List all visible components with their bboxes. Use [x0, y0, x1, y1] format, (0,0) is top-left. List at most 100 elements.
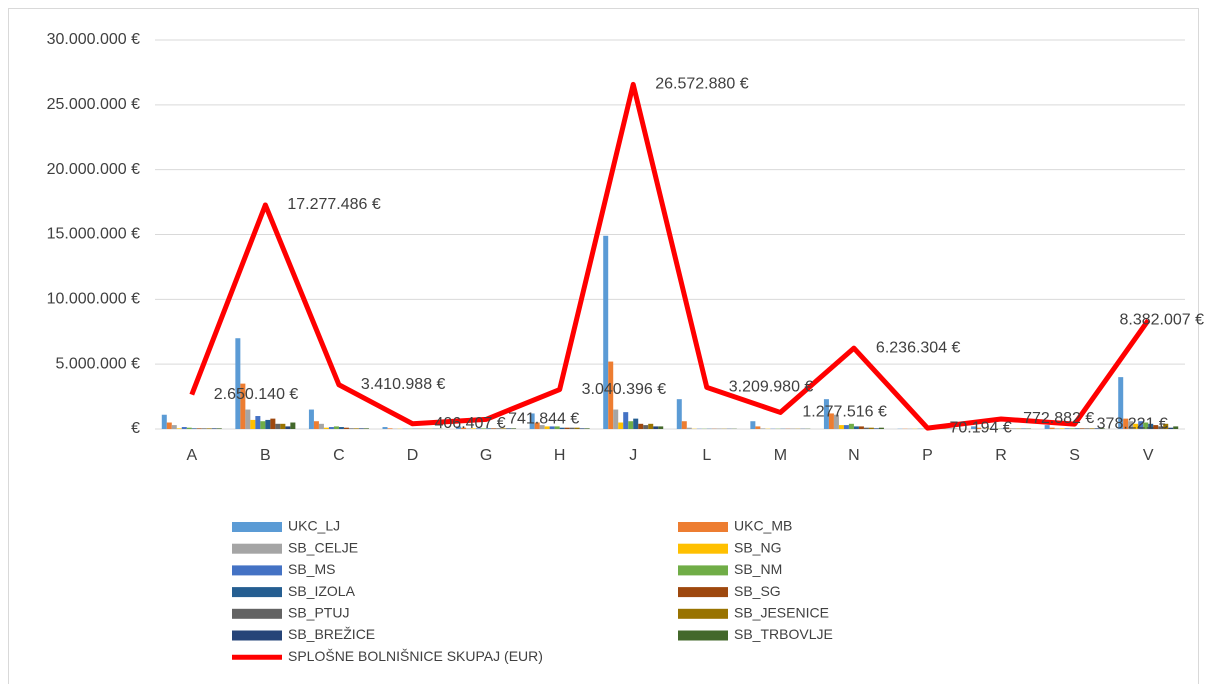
- bar: [314, 421, 319, 429]
- legend-label: SB_SG: [734, 583, 781, 599]
- bar: [364, 428, 369, 429]
- legend-swatch: [232, 544, 282, 554]
- bar: [265, 420, 270, 429]
- bar: [643, 425, 648, 429]
- data-label: 1.277.516 €: [802, 404, 887, 421]
- legend-label: SB_IZOLA: [288, 583, 356, 599]
- data-label: 70.194 €: [950, 419, 1012, 436]
- bar: [687, 428, 692, 429]
- data-label: 3.410.988 €: [361, 376, 446, 393]
- x-tick-label: M: [774, 447, 787, 464]
- bar: [750, 421, 755, 429]
- bar: [290, 423, 295, 429]
- y-tick-label: 10.000.000 €: [47, 291, 141, 308]
- bar: [207, 428, 212, 429]
- bar: [565, 428, 570, 429]
- bar: [1173, 426, 1178, 429]
- legend-label: SB_TRBOVLJE: [734, 626, 833, 642]
- data-label: 6.236.304 €: [876, 339, 961, 356]
- x-tick-label: A: [186, 447, 197, 464]
- bar: [280, 424, 285, 429]
- bar: [182, 427, 187, 429]
- bar: [511, 428, 516, 429]
- bar: [192, 428, 197, 429]
- bar: [270, 419, 275, 429]
- x-tick-label: B: [260, 447, 271, 464]
- x-tick-label: C: [333, 447, 345, 464]
- legend-swatch: [678, 544, 728, 554]
- bar: [506, 428, 511, 429]
- data-label: 772.882 €: [1023, 410, 1094, 427]
- bar: [177, 428, 182, 429]
- legend-swatch: [678, 522, 728, 532]
- data-label: 3.040.396 €: [582, 381, 667, 398]
- legend-label: SB_NG: [734, 539, 781, 555]
- data-label: 26.572.880 €: [655, 76, 749, 93]
- bar: [560, 428, 565, 429]
- bar: [359, 428, 364, 429]
- bar: [623, 412, 628, 429]
- bar: [1055, 428, 1060, 429]
- bar: [235, 338, 240, 429]
- bar: [869, 428, 874, 429]
- bar: [755, 426, 760, 429]
- bar: [1070, 428, 1075, 429]
- bar: [319, 424, 324, 429]
- bar: [285, 426, 290, 429]
- bar: [187, 428, 192, 429]
- x-tick-label: R: [995, 447, 1007, 464]
- bar: [854, 426, 859, 429]
- bar: [633, 419, 638, 429]
- data-label: 8.382.007 €: [1119, 312, 1204, 329]
- bar: [255, 416, 260, 429]
- bar: [570, 428, 575, 429]
- bar: [585, 428, 590, 429]
- bar: [580, 428, 585, 429]
- x-tick-label: D: [407, 447, 419, 464]
- y-tick-label: 5.000.000 €: [55, 355, 140, 372]
- x-tick-label: H: [554, 447, 566, 464]
- bar: [618, 423, 623, 429]
- bar: [217, 428, 222, 429]
- legend-label: SB_PTUJ: [288, 605, 349, 621]
- legend-swatch: [678, 631, 728, 641]
- bar: [682, 421, 687, 429]
- bar: [859, 426, 864, 429]
- legend-label: SB_NM: [734, 561, 782, 577]
- y-tick-label: 25.000.000 €: [47, 96, 141, 113]
- x-tick-label: L: [702, 447, 711, 464]
- data-label: 406.407 €: [435, 415, 506, 432]
- bar: [613, 410, 618, 429]
- bar: [653, 426, 658, 429]
- bar: [638, 424, 643, 429]
- legend-label: SB_BREŽICE: [288, 626, 375, 642]
- bar: [172, 425, 177, 429]
- bar: [260, 421, 265, 429]
- bar: [162, 415, 167, 429]
- x-tick-label: S: [1069, 447, 1080, 464]
- x-tick-label: J: [629, 447, 637, 464]
- data-label: 741.844 €: [508, 411, 579, 428]
- legend-label: SB_JESENICE: [734, 605, 829, 621]
- x-tick-label: V: [1143, 447, 1154, 464]
- bar: [202, 428, 207, 429]
- bar: [309, 410, 314, 429]
- legend-label: SB_CELJE: [288, 539, 358, 555]
- bar: [383, 427, 388, 429]
- bar: [329, 427, 334, 429]
- bar: [388, 428, 393, 429]
- bar: [575, 428, 580, 429]
- bar: [212, 428, 217, 429]
- legend-swatch: [232, 609, 282, 619]
- bar: [250, 420, 255, 429]
- bar: [874, 428, 879, 429]
- bar: [677, 399, 682, 429]
- bar: [344, 428, 349, 429]
- x-tick-label: N: [848, 447, 860, 464]
- bar: [1050, 428, 1055, 429]
- legend-label: SPLOŠNE BOLNIŠNICE SKUPAJ (EUR): [288, 648, 543, 664]
- bar: [275, 424, 280, 429]
- bar: [844, 425, 849, 429]
- y-tick-label: 30.000.000 €: [47, 31, 141, 48]
